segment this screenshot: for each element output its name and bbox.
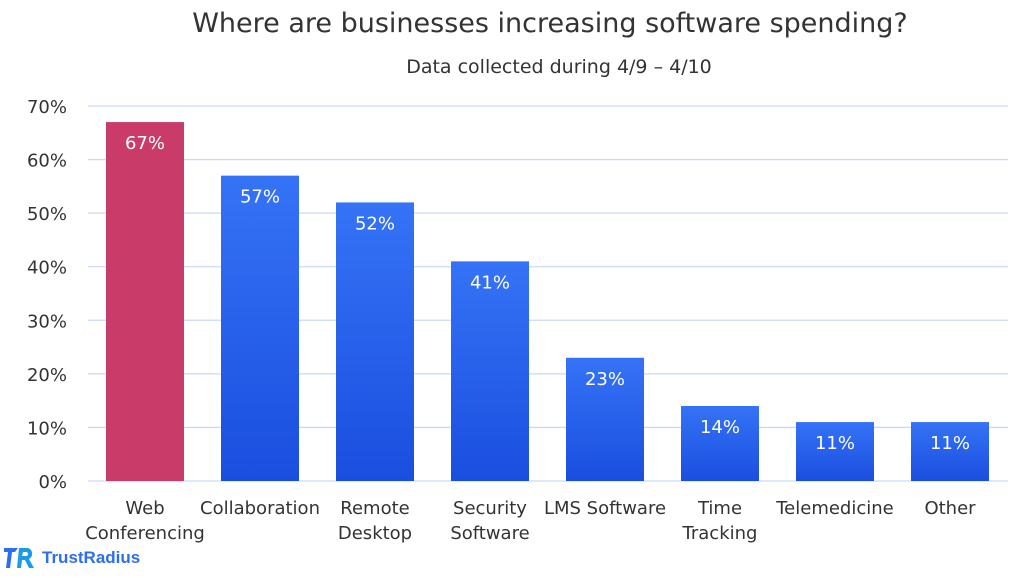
bar [106, 122, 184, 482]
y-tick-label: 0% [38, 472, 67, 493]
bar [221, 175, 299, 481]
x-tick-label: LMS Software [544, 498, 666, 519]
data-label: 14% [700, 417, 740, 438]
data-label: 57% [240, 187, 280, 208]
data-label: 41% [470, 272, 510, 293]
data-label: 67% [125, 133, 165, 154]
x-tick-label: Remote Desktop [338, 498, 412, 544]
bar [681, 406, 759, 481]
x-tick-label: Time Tracking [682, 498, 758, 544]
y-tick-label: 30% [27, 311, 67, 332]
chart-title: Where are businesses increasing software… [192, 8, 908, 39]
data-label: 11% [815, 433, 855, 454]
y-tick-label: 50% [27, 204, 67, 225]
bar [336, 202, 414, 481]
x-tick-label: Security Software [450, 498, 529, 544]
y-tick-label: 10% [27, 418, 67, 439]
x-tick-label: Web Conferencing [85, 498, 205, 544]
data-label: 52% [355, 213, 395, 234]
x-tick-label: Telemedicine [775, 498, 894, 519]
trustradius-logo: TrustRadius [4, 546, 140, 570]
bar [451, 261, 529, 481]
bar [911, 422, 989, 481]
brand-name: TrustRadius [42, 548, 141, 567]
y-tick-label: 70% [27, 97, 67, 118]
bar [796, 422, 874, 481]
y-tick-label: 20% [27, 365, 67, 386]
data-label: 11% [930, 433, 970, 454]
trustradius-logo-icon [4, 548, 34, 568]
y-tick-label: 40% [27, 258, 67, 279]
x-tick-label: Collaboration [200, 498, 320, 519]
bar [566, 357, 644, 481]
y-tick-label: 60% [27, 151, 67, 172]
x-tick-label: Other [924, 498, 976, 519]
data-label: 23% [585, 369, 625, 390]
chart-subtitle: Data collected during 4/9 – 4/10 [406, 56, 712, 78]
